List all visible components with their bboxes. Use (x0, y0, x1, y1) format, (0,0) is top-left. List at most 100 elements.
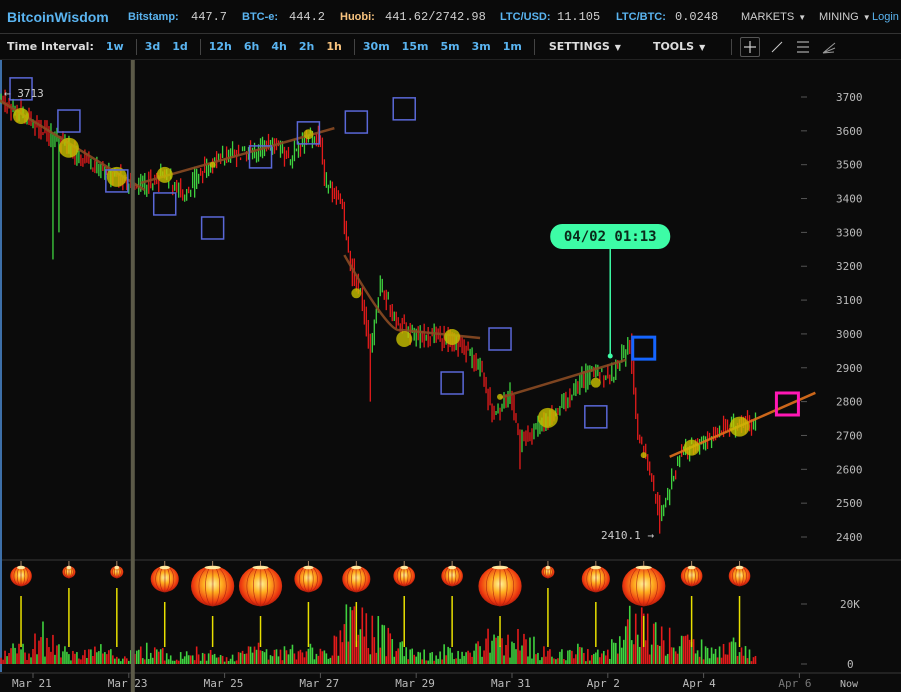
ticker-label-btce[interactable]: BTC-e: (242, 10, 279, 23)
lantern-cap (735, 565, 744, 570)
lantern-cap (303, 565, 314, 570)
interval-15m[interactable]: 15m (401, 40, 429, 53)
x-tick-label: Apr 6 (778, 677, 811, 690)
x-tick-label: Mar 27 (299, 677, 339, 690)
crosshair-icon[interactable] (740, 36, 761, 57)
square-marker (440, 371, 464, 395)
settings-label: SETTINGS (548, 40, 610, 53)
lantern-body (581, 566, 610, 592)
x-tick-label: Apr 2 (587, 677, 620, 690)
horizontal-lines-icon[interactable] (794, 38, 812, 56)
lantern-body (393, 566, 416, 586)
ticker-value-btce: 444.2 (289, 9, 326, 24)
lantern-body (191, 566, 235, 606)
trend-line-icon[interactable] (768, 38, 786, 56)
interval-12h[interactable]: 12h (208, 40, 232, 53)
divider (353, 38, 355, 55)
marker-dot (590, 377, 601, 388)
lantern-icon (393, 561, 416, 587)
interval-4h[interactable]: 4h (271, 40, 287, 53)
lantern-icon (441, 561, 463, 587)
fan-icon[interactable] (820, 38, 838, 56)
lantern-body (110, 566, 124, 578)
interval-3m[interactable]: 3m (471, 40, 491, 53)
square-marker (105, 169, 129, 193)
lantern-cap (400, 565, 409, 570)
lantern-body (680, 566, 703, 586)
tools-label: TOOLS (652, 40, 695, 53)
interval-5m[interactable]: 5m (440, 40, 460, 53)
caret-down-icon: ▼ (798, 12, 807, 22)
lantern-body (62, 566, 76, 578)
interval-6h[interactable]: 6h (243, 40, 260, 53)
caret-down-icon: ▼ (614, 43, 621, 52)
mining-menu[interactable]: MINING ▼ (819, 11, 871, 23)
y-tick-label: 3500 (836, 159, 863, 172)
cursor-line[interactable] (130, 60, 135, 692)
marker-dot (729, 416, 750, 437)
marker-dot (351, 288, 362, 299)
marker-dot (58, 137, 79, 158)
ticker-label-ltcbtc[interactable]: LTC/BTC: (616, 10, 666, 23)
volume-bars (0, 604, 757, 664)
y-tick-label: 2800 (836, 396, 863, 409)
divider (199, 38, 201, 55)
lantern-body (541, 566, 555, 578)
interval-3d[interactable]: 3d (144, 40, 161, 53)
lantern-icon (62, 561, 76, 579)
marker-dot (640, 452, 647, 459)
interval-2h[interactable]: 2h (298, 40, 315, 53)
y-tick-label: 3700 (836, 91, 863, 104)
squares (9, 77, 800, 429)
x-tick-label: Mar 29 (395, 677, 435, 690)
tools-menu[interactable]: TOOLS ▼ (653, 40, 705, 53)
ticker-value-huobi: 441.62/2742.98 (385, 9, 486, 24)
lantern-icon (581, 561, 610, 593)
marker-dot (156, 166, 173, 183)
settings-menu[interactable]: SETTINGS ▼ (549, 40, 621, 53)
divider (533, 38, 535, 55)
y-tick-label: 2700 (836, 429, 863, 442)
lantern-body (342, 566, 371, 592)
marker-dot (209, 161, 216, 168)
login-link[interactable]: Login (872, 10, 899, 23)
interval-1h[interactable]: 1h (326, 40, 342, 53)
y-tick-label: 2900 (836, 362, 863, 375)
ticker-label-ltcusd[interactable]: LTC/USD: (500, 10, 551, 23)
marker-dot (13, 107, 30, 124)
caret-down-icon: ▼ (862, 12, 871, 22)
markers (13, 107, 750, 459)
lantern-icon (622, 561, 666, 607)
y-tick-label: 3100 (836, 294, 863, 307)
y-tick-label: 3600 (836, 125, 863, 138)
interval-30m[interactable]: 30m (362, 40, 390, 53)
ticker-value-ltcbtc: 0.0248 (675, 9, 719, 24)
interval-1m[interactable]: 1m (502, 40, 522, 53)
lantern-cap (204, 565, 221, 570)
lantern-body (10, 566, 32, 586)
x-tick-label: Mar 25 (204, 677, 244, 690)
lantern-icon (110, 561, 124, 579)
lantern-cap (590, 565, 602, 570)
interval-1w[interactable]: 1w (105, 40, 124, 53)
y-tick-label: 3300 (836, 226, 863, 239)
y-tick-label: 3400 (836, 193, 863, 206)
marker-dot (396, 331, 413, 347)
x-tick-label: Mar 23 (108, 677, 148, 690)
markets-menu[interactable]: MARKETS ▼ (741, 11, 806, 23)
lantern-cap (492, 565, 509, 570)
interval-1d[interactable]: 1d (172, 40, 188, 53)
lantern-icon (191, 561, 235, 607)
volume-tick-label: 0 (847, 658, 854, 671)
ticker-label-bitstamp[interactable]: Bitstamp: (128, 10, 179, 23)
volume-tick-label: 20K (840, 598, 860, 611)
marker-dot (537, 407, 558, 428)
x-tick-label: Mar 31 (491, 677, 531, 690)
ticker-label-huobi[interactable]: Huobi: (340, 10, 375, 23)
lantern-cap (114, 565, 120, 570)
low-price-label: 2410.1 → (601, 529, 654, 542)
ticker-value-ltcusd: 11.105 (557, 9, 601, 24)
brand-logo[interactable]: BitcoinWisdom (7, 8, 109, 25)
trend-line (499, 358, 627, 400)
